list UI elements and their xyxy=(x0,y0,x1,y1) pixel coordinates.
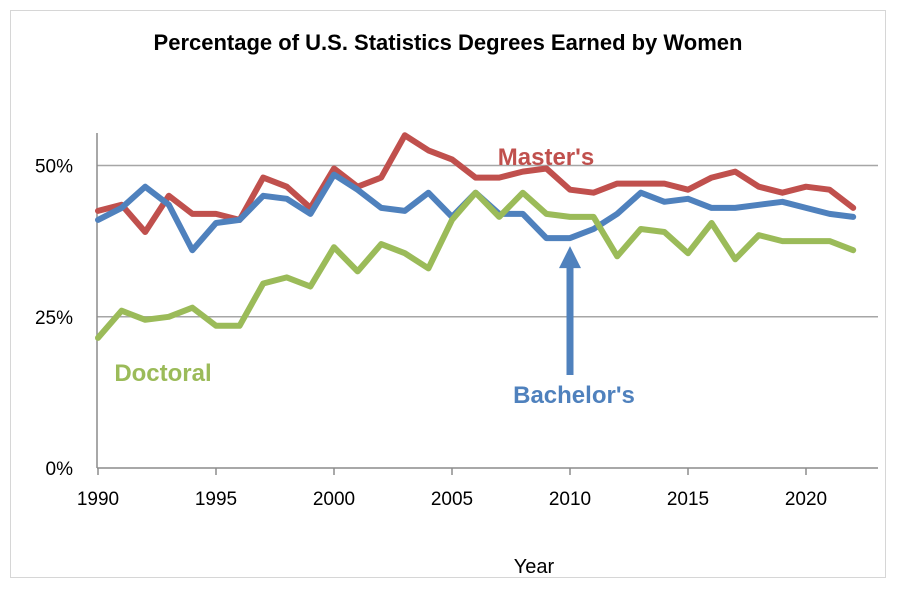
axes xyxy=(96,133,878,475)
y-tick-labels: 0% 25% 50% xyxy=(35,157,73,481)
series-label-2: Doctoral xyxy=(114,360,211,387)
chart-title: Percentage of U.S. Statistics Degrees Ea… xyxy=(154,30,743,55)
x-tick-label-6: 2020 xyxy=(785,489,827,510)
series-line-0 xyxy=(95,132,857,235)
chart-frame xyxy=(10,10,886,578)
x-tick-label-3: 2005 xyxy=(431,489,473,510)
series-labels: Master's Bachelor's Doctoral xyxy=(114,144,635,409)
x-tick-label-0: 1990 xyxy=(77,489,119,510)
x-tick-label-1: 1995 xyxy=(195,489,237,510)
series-label-1: Bachelor's xyxy=(513,382,635,409)
gridlines xyxy=(97,164,878,318)
series-lines xyxy=(95,132,857,341)
y-tick-label-1: 25% xyxy=(35,308,73,329)
x-tick-label-4: 2010 xyxy=(549,489,591,510)
y-tick-label-2: 50% xyxy=(35,157,73,178)
x-tick-label-2: 2000 xyxy=(313,489,355,510)
series-line-2 xyxy=(95,189,857,341)
x-tick-labels: 1990 1995 2000 2005 2010 2015 2020 xyxy=(77,489,827,510)
arrow-head xyxy=(559,246,581,269)
x-tick-label-5: 2015 xyxy=(667,489,709,510)
annotation-arrow xyxy=(559,246,581,375)
x-axis-label: Year xyxy=(514,556,555,578)
series-label-0: Master's xyxy=(498,144,594,171)
y-tick-label-0: 0% xyxy=(46,459,74,480)
